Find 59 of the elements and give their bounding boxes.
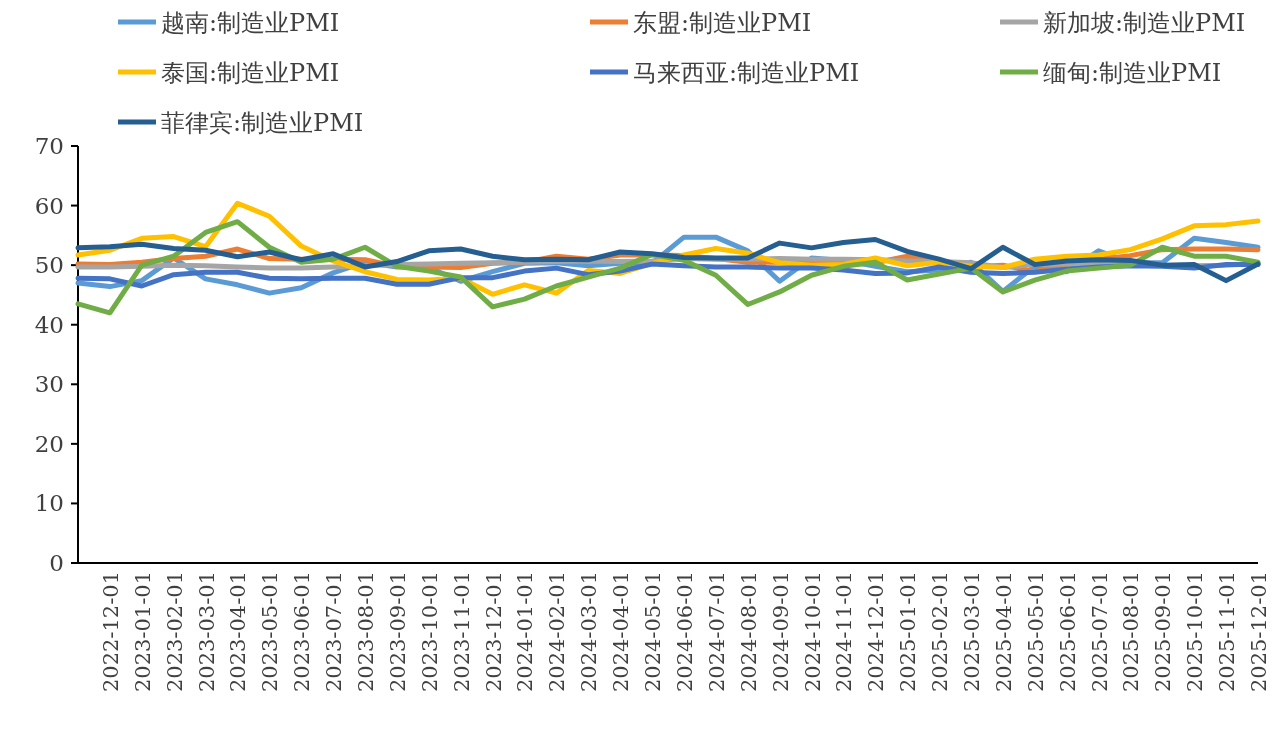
x-tick-label: 2025-02-01 xyxy=(928,571,953,693)
x-tick-label: 2023-04-01 xyxy=(226,571,251,693)
x-tick-label: 2023-01-01 xyxy=(130,571,155,693)
x-tick-label: 2023-12-01 xyxy=(481,571,506,693)
y-tick-label: 70 xyxy=(34,133,64,159)
y-tick-label: 60 xyxy=(34,192,64,219)
x-tick-label: 2025-04-01 xyxy=(991,571,1016,693)
x-tick-label: 2024-03-01 xyxy=(577,571,602,693)
x-tick-label: 2024-10-01 xyxy=(800,571,825,693)
x-tick-label: 2024-01-01 xyxy=(513,571,538,693)
legend-label: 新加坡:制造业PMI xyxy=(1043,9,1246,37)
x-tick-label: 2025-05-01 xyxy=(1023,571,1048,693)
legend-label: 菲律宾:制造业PMI xyxy=(161,109,364,137)
y-tick-label: 40 xyxy=(34,311,64,338)
x-tick-label: 2023-10-01 xyxy=(417,571,442,693)
x-tick-label: 2024-07-01 xyxy=(704,571,729,693)
y-tick-label: 30 xyxy=(34,371,64,398)
x-tick-label: 2024-08-01 xyxy=(736,571,761,693)
legend-label: 泰国:制造业PMI xyxy=(161,59,340,87)
legend-item: 菲律宾:制造业PMI xyxy=(118,109,364,137)
x-tick-label: 2024-02-01 xyxy=(545,571,570,693)
y-tick-label: 50 xyxy=(34,252,64,279)
x-tick-label: 2024-05-01 xyxy=(641,571,666,693)
legend-item: 马来西亚:制造业PMI xyxy=(590,59,860,87)
x-tick-label: 2024-06-01 xyxy=(672,571,697,693)
x-tick-label: 2025-07-01 xyxy=(1087,571,1112,693)
x-tick-label: 2023-08-01 xyxy=(354,571,379,693)
x-tick-label: 2025-01-01 xyxy=(896,571,921,693)
legend-label: 越南:制造业PMI xyxy=(161,9,340,37)
legend-label: 东盟:制造业PMI xyxy=(633,9,812,37)
y-tick-label: 10 xyxy=(34,490,64,517)
x-tick-label: 2025-11-01 xyxy=(1215,571,1240,693)
x-tick-label: 2022-12-01 xyxy=(98,571,123,693)
x-tick-label: 2024-09-01 xyxy=(768,571,793,693)
y-tick-label: 20 xyxy=(34,430,64,457)
legend-label: 马来西亚:制造业PMI xyxy=(633,59,860,87)
x-tick-label: 2025-08-01 xyxy=(1119,571,1144,693)
legend-item: 泰国:制造业PMI xyxy=(118,59,340,87)
x-tick-label: 2025-10-01 xyxy=(1183,571,1208,693)
x-tick-label: 2023-06-01 xyxy=(290,571,315,693)
legend-item: 缅甸:制造业PMI xyxy=(1000,59,1222,87)
legend-label: 缅甸:制造业PMI xyxy=(1043,59,1222,87)
legend-item: 越南:制造业PMI xyxy=(118,9,340,37)
x-tick-label: 2025-09-01 xyxy=(1151,571,1176,693)
x-tick-label: 2025-03-01 xyxy=(959,571,984,693)
x-tick-label: 2023-11-01 xyxy=(449,571,474,693)
x-tick-label: 2023-09-01 xyxy=(385,571,410,693)
y-tick-label: 0 xyxy=(49,550,64,576)
x-tick-label: 2024-11-01 xyxy=(832,571,857,693)
x-tick-label: 2025-06-01 xyxy=(1055,571,1080,693)
x-tick-label: 2025-12-01 xyxy=(1247,571,1271,693)
legend-item: 东盟:制造业PMI xyxy=(590,9,812,37)
x-tick-label: 2023-07-01 xyxy=(322,571,347,693)
x-tick-label: 2024-04-01 xyxy=(609,571,634,693)
x-tick-label: 2023-05-01 xyxy=(258,571,283,693)
x-tick-label: 2023-02-01 xyxy=(162,571,187,693)
x-tick-label: 2023-03-01 xyxy=(194,571,219,693)
legend-item: 新加坡:制造业PMI xyxy=(1000,9,1246,37)
x-tick-label: 2024-12-01 xyxy=(864,571,889,693)
